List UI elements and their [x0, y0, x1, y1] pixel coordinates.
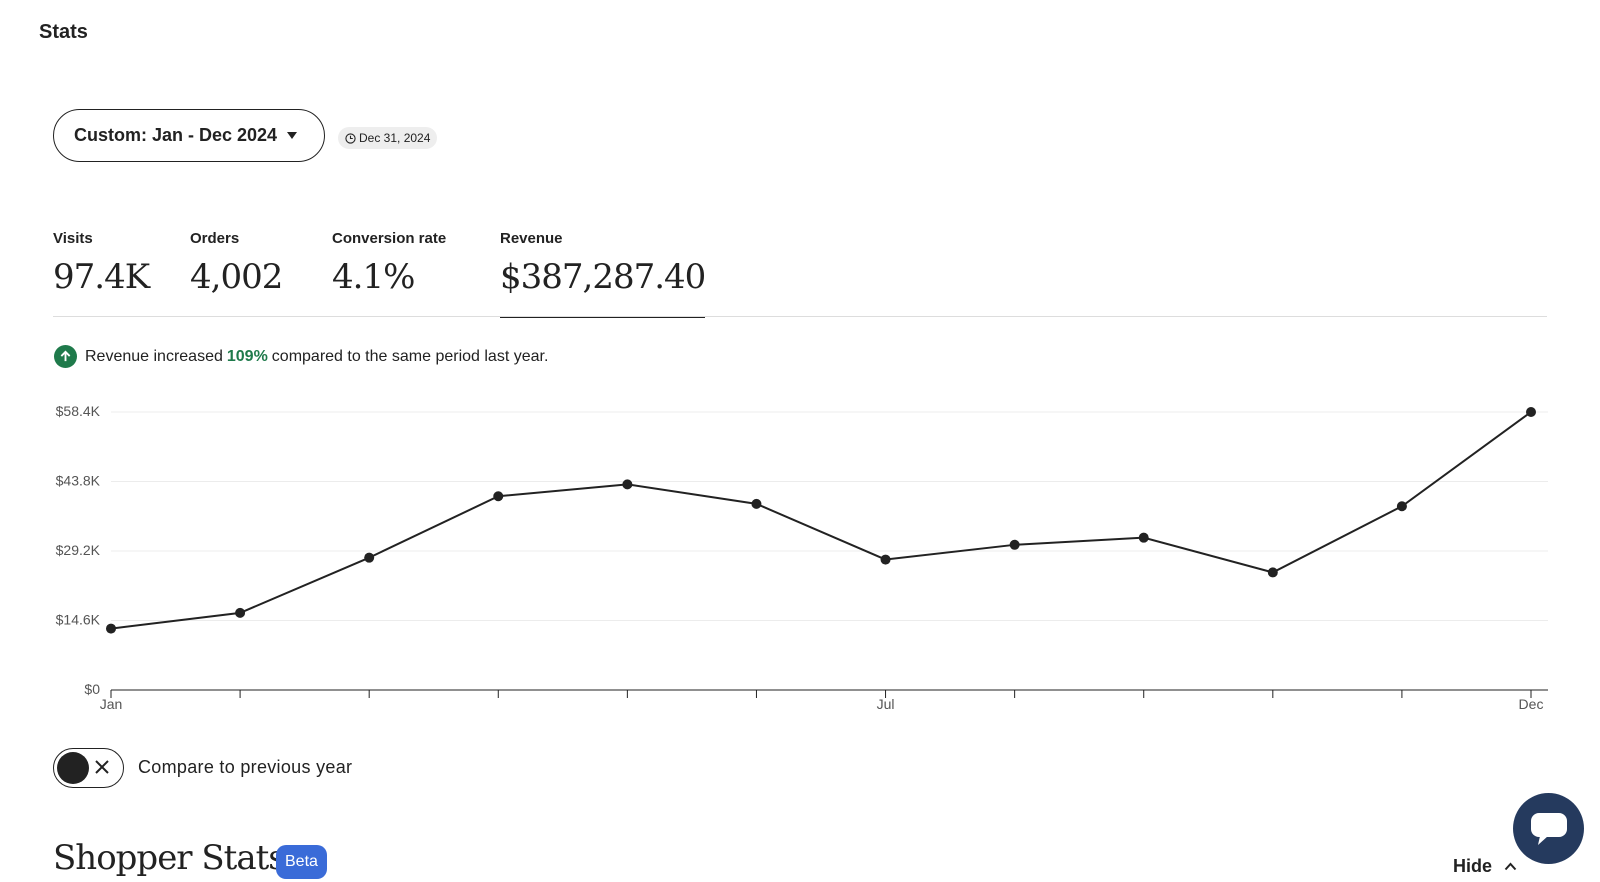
- metrics-divider: [53, 316, 1547, 317]
- page-title: Stats: [39, 21, 88, 43]
- x-tick-label: Dec: [1519, 696, 1544, 712]
- compare-label: Compare to previous year: [138, 757, 353, 777]
- data-point: [1138, 532, 1149, 543]
- data-point: [751, 498, 762, 509]
- caret-down-icon: [287, 132, 298, 139]
- metric-revenue[interactable]: Revenue $387,287.40: [500, 230, 706, 318]
- updated-date: Dec 31, 2024: [359, 131, 431, 145]
- data-point: [1396, 501, 1407, 512]
- data-point: [1009, 539, 1020, 550]
- metric-conversion-rate[interactable]: Conversion rate 4.1%: [332, 230, 446, 297]
- data-point: [880, 554, 891, 565]
- chevron-up-icon: [1504, 862, 1517, 871]
- arrow-up-icon: [54, 345, 77, 368]
- y-tick-label: $14.6K: [56, 612, 101, 628]
- data-point: [235, 607, 246, 618]
- metric-label: Orders: [190, 230, 240, 247]
- help-chat-button[interactable]: [1513, 793, 1584, 864]
- clock-icon: [345, 132, 356, 144]
- data-point: [622, 479, 633, 490]
- y-tick-label: $43.8K: [56, 473, 101, 489]
- metric-visits[interactable]: Visits 97.4K: [53, 230, 150, 297]
- shopper-stats-title: Shopper Stats: [53, 838, 286, 878]
- data-point: [493, 491, 504, 502]
- metric-label: Revenue: [500, 230, 563, 247]
- hide-label: Hide: [1453, 856, 1493, 876]
- x-tick-label: Jan: [100, 696, 123, 712]
- insight-suffix: compared to the same period last year.: [271, 347, 549, 365]
- y-tick-label: $0: [84, 681, 100, 697]
- y-tick-label: $29.2K: [56, 542, 101, 558]
- data-point: [106, 623, 116, 634]
- metric-value: $387,287.40: [500, 257, 706, 297]
- x-tick-label: Jul: [877, 696, 895, 712]
- beta-badge: Beta: [276, 845, 327, 879]
- chat-bubble-icon: [1530, 812, 1567, 845]
- revenue-insight: Revenue increased 109% compared to the s…: [54, 345, 548, 368]
- compare-toggle[interactable]: [53, 748, 124, 788]
- hide-button[interactable]: Hide: [1453, 856, 1517, 877]
- metric-label: Visits: [53, 230, 93, 247]
- metric-label: Conversion rate: [332, 230, 447, 247]
- y-tick-label: $58.4K: [56, 403, 101, 419]
- metric-value: 97.4K: [53, 257, 150, 297]
- metric-value: 4,002: [190, 257, 283, 297]
- insight-percent: 109%: [226, 347, 268, 365]
- data-point: [1526, 407, 1536, 417]
- metric-value: 4.1%: [332, 257, 415, 297]
- revenue-line: [110, 411, 1532, 630]
- close-icon: [95, 760, 109, 774]
- data-point: [1267, 567, 1278, 578]
- date-range-label: Custom: Jan - Dec 2024: [74, 125, 278, 145]
- insight-prefix: Revenue increased: [85, 347, 223, 365]
- date-range-dropdown[interactable]: Custom: Jan - Dec 2024: [53, 109, 325, 162]
- updated-badge: Dec 31, 2024: [338, 127, 438, 149]
- toggle-knob: [57, 752, 89, 784]
- metric-orders[interactable]: Orders 4,002: [190, 230, 283, 297]
- data-point: [364, 552, 375, 563]
